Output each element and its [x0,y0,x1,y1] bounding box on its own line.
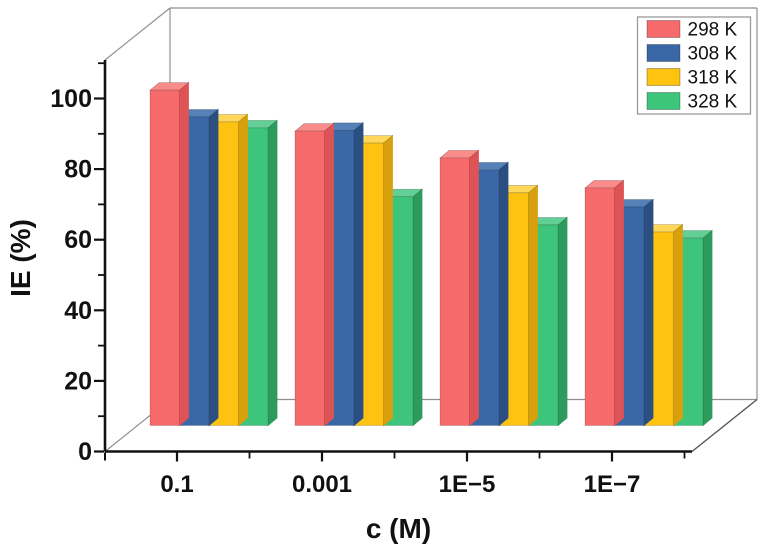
y-tick-label: 0 [78,438,92,466]
y-tick-label: 60 [64,226,92,254]
bar-side-face [702,229,713,427]
legend-swatch-308K [646,44,681,62]
bar-front-face [149,89,180,426]
x-tick-label: 1E−5 [439,471,496,498]
x-axis-title: c (M) [366,513,431,544]
bar-front-face [294,130,325,426]
legend-label: 328 K [688,92,738,113]
bar-side-face [179,81,189,427]
x-tick-label: 1E−7 [584,471,641,498]
bar-front-face [584,187,615,426]
legend-label: 318 K [688,68,738,89]
bar-front-face [439,157,470,426]
x-tick-label: 0.001 [292,471,352,498]
bar-side-face [643,198,654,427]
bar-298K-1E−5 [439,149,480,427]
y-tick-label: 100 [50,85,92,113]
y-axis-title: IE (%) [5,219,36,297]
bar-side-face [238,113,248,427]
bar-side-face [412,188,423,427]
y-tick-label: 40 [64,297,92,325]
legend-label: 308 K [688,44,738,65]
frame-floor-right-diagonal [691,398,758,453]
frame-top-left-diagonal [104,7,171,61]
bar-298K-0.1 [149,81,190,427]
y-tick-label: 80 [64,156,92,184]
x-tick-label: 0.1 [160,471,193,498]
legend-label: 298 K [688,20,738,41]
legend-swatch-328K [646,92,681,110]
bar-side-face [383,134,393,427]
bar-298K-0.001 [294,122,335,427]
bar-side-face [469,149,479,427]
bar-side-face [324,122,334,427]
legend-swatch-318K [646,68,681,86]
bar-298K-1E−7 [584,179,625,427]
bar-side-face [557,216,568,427]
bar-side-face [614,179,624,427]
bar-side-face [267,119,278,427]
bar-side-face [673,223,683,427]
y-tick-label: 20 [64,367,92,395]
bar-side-face [498,161,509,427]
legend-swatch-298K [646,20,681,38]
bar-side-face [353,122,364,427]
bar-side-face [528,184,538,427]
bar-side-face [208,108,219,427]
